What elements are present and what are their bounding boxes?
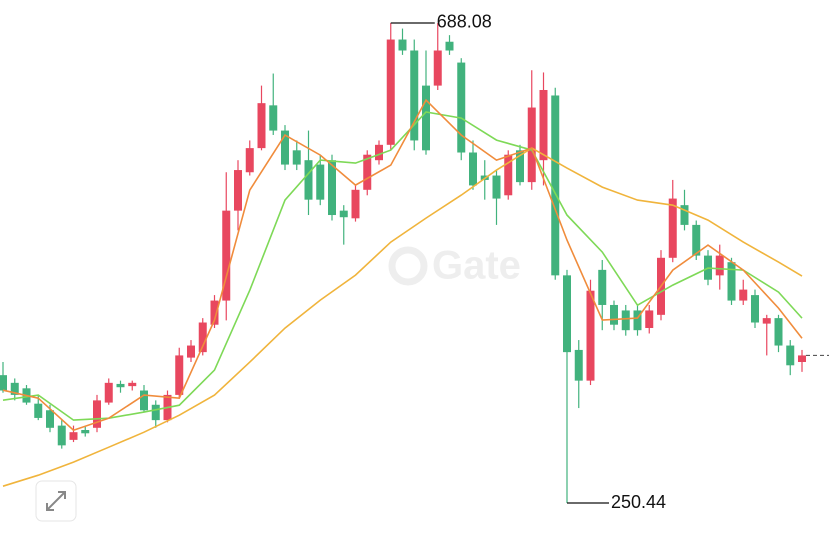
candle-body (516, 150, 524, 183)
candle-body (586, 290, 595, 381)
candle-body (375, 144, 383, 161)
watermark: Gate (388, 244, 521, 288)
candle-body (598, 269, 607, 305)
candle-body (774, 318, 783, 346)
candle-body (140, 390, 148, 411)
candle-body (621, 310, 630, 331)
high-label: 688.08 (437, 12, 492, 32)
candle-body (363, 154, 372, 190)
candle-body (151, 404, 160, 421)
candle-body (422, 85, 430, 151)
candle-body (304, 160, 313, 200)
candle-body (751, 295, 759, 323)
candle-body (198, 322, 207, 353)
candle-body (10, 382, 19, 395)
candle-body (281, 130, 289, 165)
candle-body (492, 175, 501, 199)
candle-body (57, 425, 66, 446)
candle-body (527, 107, 536, 183)
candle-body (222, 210, 231, 301)
candle-body (269, 105, 278, 131)
candle-body (116, 383, 125, 388)
candle-body (410, 50, 419, 141)
candle-body (187, 345, 195, 358)
candle-body (563, 275, 571, 353)
candle-body (457, 62, 466, 153)
candle-body (93, 400, 101, 428)
candle-body (727, 262, 736, 301)
expand-icon[interactable] (46, 491, 66, 511)
candle-body (739, 289, 748, 301)
candle-body (398, 39, 407, 51)
candle-body (128, 382, 137, 387)
candle-body (351, 189, 360, 219)
candle-body (798, 355, 806, 362)
candle-body (645, 310, 654, 328)
moving-average-line (2, 111, 803, 421)
candle-body (339, 210, 348, 218)
candle-body (715, 255, 724, 276)
candle-body (786, 345, 795, 366)
candle-body (633, 310, 642, 331)
candle-body (539, 89, 548, 161)
candle-body (386, 39, 395, 145)
candle-body (0, 375, 7, 391)
low-label: 250.44 (611, 492, 666, 512)
candle-body (680, 205, 689, 225)
candle-body (445, 41, 454, 51)
candle-body (551, 95, 560, 276)
candle-body (610, 304, 618, 325)
candle-body (504, 154, 513, 196)
candle-body (210, 300, 219, 325)
candle-body (292, 150, 301, 165)
candle-body (245, 148, 254, 173)
candle-body (69, 432, 78, 440)
candle-body (433, 50, 442, 86)
candle-body (175, 355, 184, 395)
moving-average-line (2, 98, 803, 432)
candle-body (692, 224, 701, 256)
candle-body (81, 429, 90, 434)
watermark-logo (388, 246, 428, 286)
expand-button[interactable] (35, 480, 77, 522)
candle-body (668, 198, 677, 258)
moving-average-line (2, 147, 803, 487)
candle-body (316, 164, 325, 200)
candle-body (574, 349, 583, 381)
candle-body (234, 170, 242, 211)
watermark-text: Gate (432, 244, 521, 288)
candle-body (34, 403, 43, 418)
candle-body (762, 318, 771, 324)
candle-body (257, 103, 266, 149)
candle-body (328, 160, 336, 216)
candle-body (46, 410, 54, 428)
candle-body (104, 382, 113, 403)
candle-body (469, 152, 477, 186)
